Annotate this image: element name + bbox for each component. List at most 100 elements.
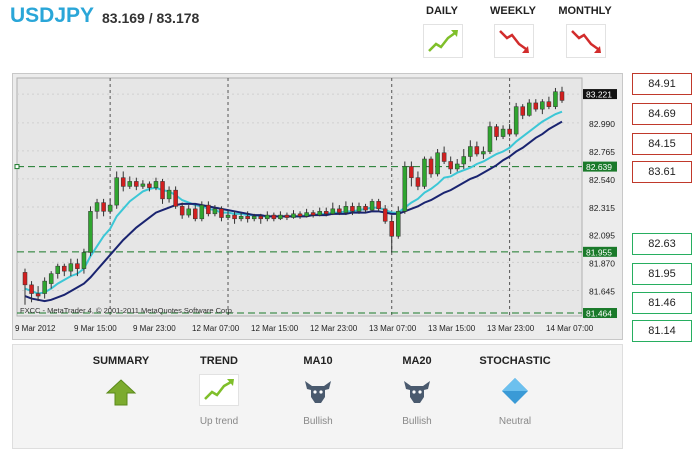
candle-body: [120, 177, 126, 187]
x-tick-label: 9 Mar 23:00: [133, 324, 176, 333]
candle-body: [114, 177, 119, 206]
uptrend-chart-icon: [199, 374, 239, 406]
candle-body: [219, 208, 224, 218]
ma10-value: Bullish: [303, 416, 333, 427]
bearish-candle: [546, 96, 552, 110]
candle-body: [68, 263, 74, 272]
bearish-candle: [134, 177, 139, 191]
x-tick-label: 9 Mar 15:00: [74, 324, 117, 333]
candle-body: [232, 214, 237, 220]
candle-body: [166, 189, 172, 200]
bullish-candle: [396, 206, 401, 239]
candle-body: [389, 221, 394, 237]
bearish-candle: [350, 202, 355, 216]
candle-body: [382, 208, 388, 222]
candle-body: [415, 177, 421, 187]
candle-body: [88, 211, 93, 253]
tab-daily-label: DAILY: [426, 5, 458, 17]
candle-body: [441, 152, 447, 162]
x-tick-label: 12 Mar 15:00: [251, 324, 299, 333]
bearish-candle: [62, 263, 67, 277]
bearish-candle: [232, 211, 237, 224]
price-chart[interactable]: 83.221 82.990 82.765 82.540 82.315 82.095 81.8…: [12, 73, 623, 340]
candle-body: [199, 204, 205, 220]
resistance-level-1: 84.91: [632, 73, 692, 95]
x-tick-label: 9 Mar 2012: [15, 324, 56, 333]
bearish-candle: [35, 286, 41, 302]
plot-area: [16, 77, 583, 317]
candle-body: [127, 181, 133, 187]
bearish-candle: [245, 211, 250, 223]
tab-monthly[interactable]: [566, 24, 606, 58]
candle-body: [291, 213, 296, 218]
candle-body: [454, 163, 460, 170]
level-tag: [583, 161, 617, 172]
candle-body: [546, 101, 552, 107]
bullish-candle: [330, 202, 336, 216]
bullish-candle: [468, 140, 473, 162]
bid-ask-quote: 83.169 / 83.178: [102, 10, 200, 26]
candle-body: [81, 252, 87, 269]
bull-icon: [301, 375, 335, 405]
candle-body: [500, 128, 506, 137]
bull-icon: [400, 375, 434, 405]
bearish-candle: [219, 206, 224, 222]
x-tick-label: 14 Mar 07:00: [546, 324, 594, 333]
bullish-candle: [140, 180, 146, 189]
bullish-candle: [94, 198, 100, 219]
level-tag-label: 81.464: [586, 309, 612, 319]
stochastic-title: STOCHASTIC: [479, 355, 551, 367]
x-tick-label: 13 Mar 15:00: [428, 324, 476, 333]
candle-body: [134, 181, 139, 187]
candle-body: [160, 181, 165, 200]
candle-body: [553, 91, 558, 107]
candle-body: [147, 183, 152, 188]
ma20-title: MA20: [402, 355, 432, 367]
bullish-candle: [199, 201, 205, 222]
bullish-candle: [435, 149, 440, 177]
candle-body: [402, 166, 408, 212]
candle-body: [533, 102, 539, 110]
candle-body: [35, 293, 41, 297]
candle-body: [225, 214, 231, 218]
level-tag-label: 82.639: [586, 162, 612, 172]
candle-body: [350, 206, 355, 212]
bullish-candle: [513, 102, 519, 137]
bullish-candle: [48, 271, 54, 289]
candle-body: [284, 214, 290, 218]
bullish-candle: [356, 202, 362, 214]
candle-body: [468, 146, 473, 157]
bullish-candle: [461, 149, 467, 169]
candle-body: [369, 201, 375, 211]
bullish-candle: [107, 198, 113, 214]
bearish-candle: [75, 258, 80, 277]
resistance-level-4: 83.61: [632, 161, 692, 183]
bearish-candle: [409, 161, 414, 187]
bearish-candle: [376, 198, 381, 212]
candle-body: [75, 263, 80, 269]
candle-body: [173, 189, 178, 207]
candle-body: [22, 272, 28, 286]
bullish-candle: [55, 263, 60, 279]
bearish-candle: [258, 213, 264, 224]
x-tick-label: 12 Mar 23:00: [310, 324, 358, 333]
bearish-candle: [533, 99, 539, 112]
bearish-candle: [120, 171, 126, 192]
bearish-candle: [310, 210, 316, 218]
technical-summary-panel: SUMMARY TREND Up trend MA10 Bullish MA20…: [12, 344, 623, 449]
candle-body: [140, 183, 146, 187]
bullish-candle: [454, 158, 460, 172]
bearish-candle: [101, 198, 106, 217]
candle-body: [297, 213, 303, 217]
tab-daily[interactable]: [423, 24, 463, 58]
trend-title: TREND: [200, 355, 238, 367]
bullish-candle: [42, 277, 47, 299]
bearish-candle: [179, 202, 185, 219]
candle-body: [356, 206, 362, 212]
x-tick-label: 13 Mar 07:00: [369, 324, 417, 333]
bullish-candle: [153, 177, 159, 191]
bearish-candle: [428, 156, 434, 178]
candle-body: [481, 151, 486, 155]
tab-weekly[interactable]: [494, 24, 534, 58]
bullish-candle: [88, 206, 93, 257]
